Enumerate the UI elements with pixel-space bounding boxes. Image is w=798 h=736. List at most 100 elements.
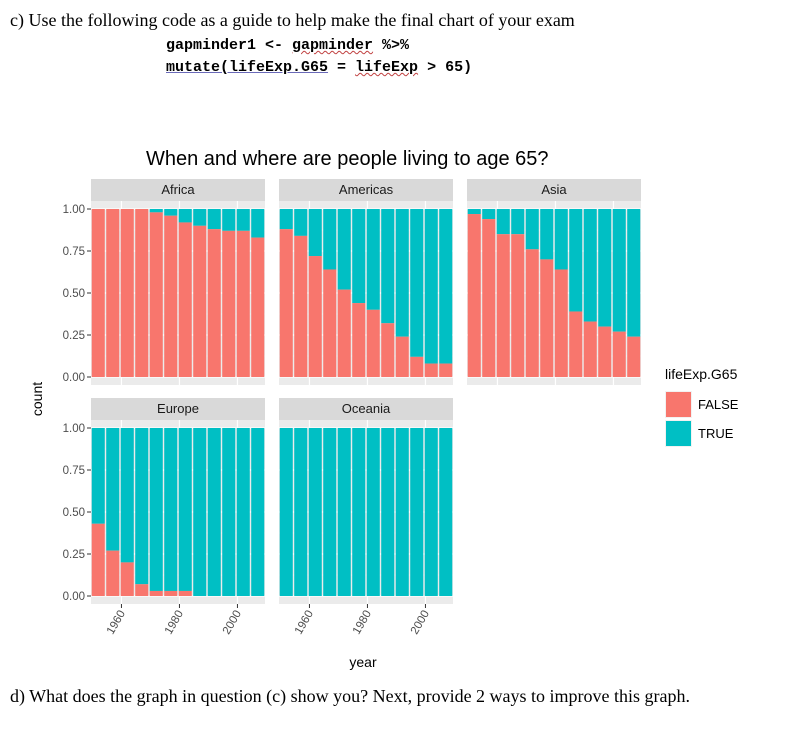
- bar-false-africa-1992: [207, 229, 221, 377]
- bar-false-americas-2002: [424, 363, 438, 377]
- x-tick-label: 1980: [351, 609, 374, 637]
- facet-label-americas: Americas: [339, 182, 394, 197]
- bar-false-africa-1972: [149, 212, 163, 377]
- code-condition: > 65): [418, 59, 473, 76]
- y-tick-label: 1.00: [63, 423, 85, 435]
- code-assign: gapminder1 <-: [166, 37, 293, 54]
- bar-true-europe-1967: [135, 428, 149, 585]
- bar-false-asia-1982: [554, 269, 568, 377]
- bar-false-africa-2002: [236, 230, 250, 377]
- bar-false-africa-1957: [106, 209, 120, 377]
- bar-true-oceania-1967: [323, 428, 337, 596]
- code-object: gapminder: [292, 37, 374, 54]
- bar-true-asia-1952: [467, 209, 481, 215]
- bar-true-asia-1982: [554, 209, 568, 270]
- bar-false-europe-1957: [106, 550, 120, 596]
- bar-true-oceania-1972: [337, 428, 351, 596]
- bar-false-europe-1967: [135, 584, 149, 596]
- bar-true-americas-1997: [410, 209, 424, 357]
- bar-false-europe-1952: [91, 523, 105, 596]
- facet-europe: Europe 0.00 0.25 0.50 0.75 1.00 1960 1980 2000: [63, 398, 265, 637]
- bar-true-oceania-1997: [410, 428, 424, 596]
- bar-true-asia-2002: [612, 209, 626, 332]
- code-line-1: gapminder1 <- gapminder %>%: [166, 37, 409, 54]
- bar-true-asia-2007: [627, 209, 641, 337]
- code-equals: =: [328, 59, 356, 76]
- bar-false-europe-1962: [120, 562, 134, 596]
- bar-false-asia-1997: [598, 326, 612, 377]
- bar-false-asia-1977: [540, 259, 554, 377]
- bar-false-americas-1987: [381, 323, 395, 377]
- x-axis-label: year: [349, 654, 377, 670]
- bar-true-americas-1977: [352, 209, 366, 304]
- bar-true-oceania-2002: [424, 428, 438, 596]
- facet-americas: Americas: [279, 179, 453, 385]
- bar-false-africa-1997: [222, 230, 236, 377]
- bar-false-asia-1972: [525, 249, 539, 377]
- bar-true-oceania-1977: [352, 428, 366, 596]
- bar-true-africa-1977: [164, 209, 178, 216]
- x-tick-label: 2000: [221, 609, 244, 637]
- bar-true-americas-1972: [337, 209, 351, 290]
- y-tick-label: 0.25: [63, 549, 85, 561]
- bar-true-africa-2007: [251, 209, 265, 238]
- bar-false-africa-2007: [251, 237, 265, 377]
- facet-label-africa: Africa: [161, 182, 195, 197]
- bar-true-asia-1967: [511, 209, 525, 235]
- legend-label-false: FALSE: [698, 397, 739, 412]
- bar-true-oceania-1952: [279, 428, 293, 596]
- bar-false-europe-1977: [164, 590, 178, 596]
- facet-asia: Asia: [467, 179, 641, 385]
- bar-true-asia-1977: [540, 209, 554, 260]
- facet-strip-asia: [467, 179, 641, 201]
- bar-false-asia-2007: [627, 336, 641, 377]
- bar-true-americas-2002: [424, 209, 438, 364]
- bar-true-americas-2007: [439, 209, 453, 364]
- bar-true-europe-2007: [251, 428, 265, 596]
- legend: lifeExp.G65 FALSE TRUE: [665, 366, 739, 447]
- code-pipe: %>%: [373, 37, 410, 54]
- chart-title: When and where are people living to age …: [146, 148, 549, 170]
- bar-true-africa-1997: [222, 209, 236, 231]
- bar-true-americas-1992: [395, 209, 409, 337]
- bar-true-asia-1987: [569, 209, 583, 312]
- y-tick-label: 1.00: [63, 204, 85, 216]
- bar-false-africa-1952: [91, 209, 105, 377]
- facet-label-europe: Europe: [157, 401, 199, 416]
- bar-false-americas-1977: [352, 303, 366, 377]
- facet-strip-africa: [91, 179, 265, 201]
- x-tick-label: 2000: [409, 609, 432, 637]
- bar-false-americas-2007: [439, 363, 453, 377]
- bar-true-europe-1987: [193, 428, 207, 596]
- bar-false-asia-1962: [496, 234, 510, 377]
- y-axis-label: count: [29, 382, 45, 416]
- bar-true-oceania-1982: [366, 428, 380, 596]
- bar-false-africa-1962: [120, 209, 134, 377]
- bar-true-europe-1962: [120, 428, 134, 563]
- bar-true-asia-1962: [496, 209, 510, 235]
- bar-false-africa-1987: [193, 225, 207, 377]
- bar-true-europe-1952: [91, 428, 105, 524]
- code-variable: lifeExp: [355, 59, 419, 76]
- bar-true-americas-1987: [381, 209, 395, 324]
- bar-true-africa-1982: [178, 209, 192, 223]
- bar-false-americas-1982: [366, 309, 380, 377]
- bar-true-europe-1957: [106, 428, 120, 551]
- y-tick-label: 0.75: [63, 246, 85, 258]
- bar-true-asia-1997: [598, 209, 612, 327]
- facet-africa: Africa 0.00 0.25 0.50 0.75 1.00: [63, 179, 265, 385]
- bar-false-americas-1992: [395, 336, 409, 377]
- y-tick-label: 0.25: [63, 330, 85, 342]
- facet-label-oceania: Oceania: [342, 401, 391, 416]
- facet-oceania: Oceania 1960 1980 2000: [279, 398, 453, 637]
- bar-false-africa-1982: [178, 222, 192, 377]
- bar-true-africa-2002: [236, 209, 250, 231]
- facet-strip-europe: [91, 398, 265, 420]
- bar-true-oceania-1957: [294, 428, 308, 596]
- bar-false-asia-2002: [612, 331, 626, 377]
- bar-true-oceania-1987: [381, 428, 395, 596]
- bar-false-americas-1967: [323, 269, 337, 377]
- y-tick-label: 0.75: [63, 465, 85, 477]
- legend-swatch-false: [666, 392, 691, 417]
- bar-false-americas-1962: [308, 256, 322, 377]
